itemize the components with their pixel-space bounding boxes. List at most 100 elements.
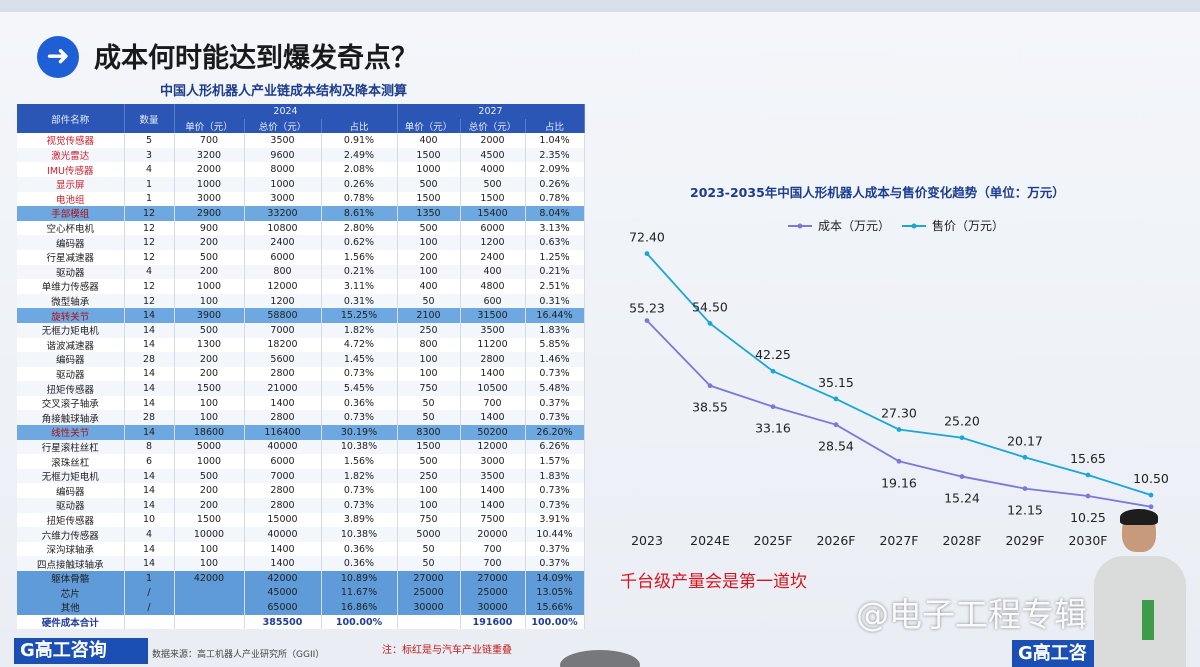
- table-row: 交叉滚子轴承 14 100 1400 0.36% 50 700 0.37%: [17, 395, 585, 411]
- data-point: [833, 422, 839, 428]
- data-label: 15.65: [1070, 451, 1106, 466]
- table-cell: 0.26%: [321, 176, 398, 192]
- table-cell: 500: [174, 249, 245, 265]
- table-cell: 2.35%: [525, 147, 585, 163]
- table-cell: 3000: [244, 191, 322, 207]
- table-cell: 500: [397, 176, 461, 192]
- data-source: 数据来源：高工机器人产业研究所（GGII）: [152, 650, 325, 660]
- table-cell: 6000: [460, 220, 526, 236]
- table-cell: 100: [397, 366, 461, 382]
- data-point: [644, 251, 650, 257]
- logo-text-right: 高工咨: [1032, 643, 1087, 664]
- header-total-price-2024: 总价（元）: [244, 118, 322, 134]
- page-title: 成本何时能达到爆发奇点？: [94, 43, 418, 74]
- table-cell: 100: [397, 264, 461, 280]
- cell-part-name: 旋转关节: [17, 308, 125, 323]
- table-cell: 5600: [244, 352, 322, 367]
- cell-part-name: 编码器: [17, 235, 125, 250]
- data-point: [896, 458, 902, 464]
- table-cell: 100: [397, 352, 461, 367]
- table-cell: 0.73%: [525, 410, 585, 426]
- cell-part-name: IMU传感器: [17, 162, 125, 177]
- data-point: [770, 404, 776, 410]
- table-cell: 1: [124, 176, 175, 192]
- table-cell: 12: [124, 293, 175, 309]
- table-cell: 0.21%: [525, 264, 585, 280]
- header-total-price-2027: 总价（元）: [460, 118, 526, 134]
- table-row: 四点接触球轴承 14 100 1400 0.36% 50 700 0.37%: [17, 556, 585, 571]
- table-cell: 250: [397, 468, 461, 484]
- table-cell: 4: [124, 162, 175, 177]
- table-cell: 18200: [244, 337, 322, 353]
- table-cell: 1.57%: [525, 454, 585, 469]
- header-share-2027: 占比: [525, 118, 585, 134]
- table-cell: 0.63%: [525, 235, 585, 250]
- cell-part-name: 扭矩传感器: [17, 381, 125, 396]
- table-row: 驱动器 4 200 800 0.21% 100 400 0.21%: [17, 264, 585, 280]
- table-cell: 50: [397, 395, 461, 411]
- table-cell: 10800: [244, 220, 322, 236]
- table-cell: 100: [397, 235, 461, 250]
- table-cell: 0.78%: [525, 191, 585, 207]
- data-point: [959, 474, 965, 479]
- table-cell: 10.44%: [525, 527, 585, 542]
- legend-marker: [797, 223, 803, 229]
- table-cell: 4000: [460, 162, 526, 177]
- header-year-2024: 2024: [174, 104, 398, 119]
- cost-table-wrap: 部件名称 数量 2024 2027 单价（元） 总价（元） 占比 单价（元） 总…: [17, 104, 585, 630]
- data-label: 15.24: [944, 491, 980, 506]
- cell-part-name: 驱动器: [17, 366, 125, 382]
- table-cell: 14: [124, 483, 175, 499]
- legend-label: 成本（万元）: [818, 219, 890, 233]
- data-point: [1022, 486, 1028, 492]
- data-label: 19.16: [881, 475, 917, 490]
- table-cell: 700: [460, 556, 526, 571]
- table-cell: 2.09%: [525, 162, 585, 177]
- table-cell: 5.45%: [321, 381, 398, 396]
- table-cell: 4.72%: [321, 337, 398, 353]
- table-cell: 400: [460, 264, 526, 280]
- table-cell: 0.36%: [321, 395, 398, 411]
- cell-part-name: 无框力矩电机: [17, 468, 125, 484]
- data-label: 42.25: [755, 347, 791, 362]
- logo-mark-icon: G: [1018, 643, 1033, 664]
- table-cell: 4: [124, 527, 175, 542]
- table-cell: 42000: [174, 571, 245, 586]
- table-cell: 2800: [244, 410, 322, 426]
- table-cell: 50: [397, 541, 461, 557]
- table-cell: 1000: [174, 176, 245, 192]
- table-cell: 500: [174, 322, 245, 338]
- table-cell: 6000: [244, 454, 322, 469]
- table-cell: 200: [174, 366, 245, 382]
- table-cell: 1000: [174, 454, 245, 469]
- table-cell: 1.25%: [525, 249, 585, 265]
- table-cell: 6.26%: [525, 439, 585, 455]
- table-cell: 3500: [460, 322, 526, 338]
- table-cell: 0.37%: [525, 556, 585, 571]
- data-label: 33.16: [755, 421, 791, 436]
- cell-part-name: 编码器: [17, 352, 125, 367]
- cell-part-name: 硬件成本合计: [17, 614, 125, 630]
- table-cell: [174, 585, 245, 601]
- data-point: [707, 321, 713, 326]
- data-point: [1148, 504, 1154, 510]
- table-cell: 10: [124, 512, 175, 528]
- trend-chart: 成本（万元） 售价（万元） 55.23 38.55 33.16 28.54 19.16 15.…: [629, 218, 1169, 548]
- table-cell: 1.56%: [321, 454, 398, 469]
- data-point: [770, 368, 776, 374]
- header-part-name: 部件名称: [17, 104, 125, 134]
- table-cell: 400: [397, 133, 461, 148]
- data-label: 27.30: [881, 406, 917, 421]
- table-cell: 12000: [244, 279, 322, 294]
- table-cell: 2800: [244, 498, 322, 513]
- table-row: 驱动器 14 200 2800 0.73% 100 1400 0.73%: [17, 366, 585, 382]
- table-row: 角接触球轴承 28 100 2800 0.73% 50 1400 0.73%: [17, 410, 585, 426]
- table-cell: 100.00%: [525, 614, 585, 630]
- table-cell: 40000: [244, 439, 322, 455]
- cell-part-name: 单维力传感器: [17, 279, 125, 294]
- arrow-right-icon: ➜: [37, 36, 79, 78]
- data-point: [1085, 493, 1091, 499]
- presenter-badge: [1142, 600, 1154, 640]
- header-unit-price-2027: 单价（元）: [397, 118, 461, 134]
- table-cell: 27000: [460, 571, 526, 586]
